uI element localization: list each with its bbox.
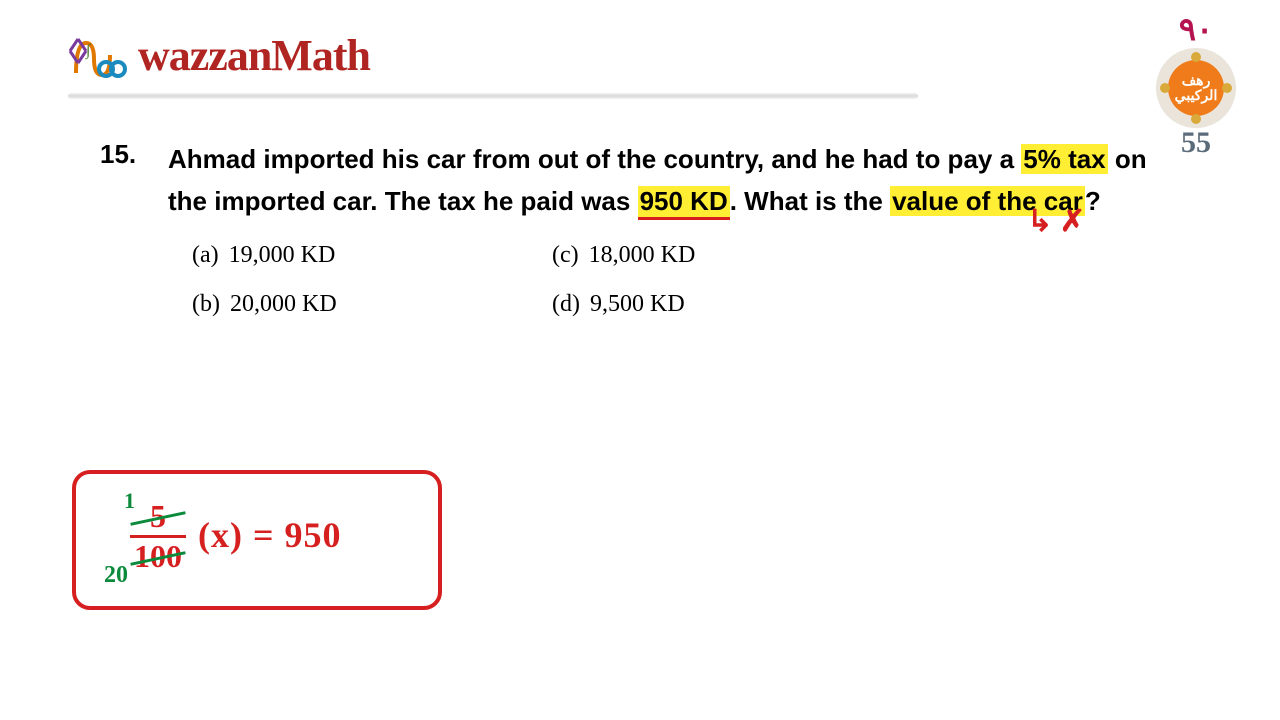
option-d[interactable]: (d) 9,500 KD: [552, 291, 892, 318]
annotation-arrow-x: ↳ ✗: [1027, 204, 1085, 239]
simplified-denominator: 20: [104, 562, 128, 589]
option-b-text: 20,000 KD: [230, 291, 337, 318]
logo-icon: ∫: [68, 31, 128, 81]
fraction-numerator: 5: [130, 498, 186, 538]
option-d-text: 9,500 KD: [590, 291, 685, 318]
option-d-label: (d): [552, 291, 580, 318]
brand-name: wazzanMath: [138, 30, 370, 81]
badge-line1: رهف: [1182, 73, 1211, 88]
highlight-amount: 950 KD: [638, 186, 730, 220]
fraction-denominator: 100: [130, 538, 186, 575]
question-number: 15.: [100, 139, 140, 222]
option-b[interactable]: (b) 20,000 KD: [192, 291, 552, 318]
option-a-text: 19,000 KD: [229, 242, 336, 269]
brand-logo: ∫ wazzanMath: [68, 30, 1280, 81]
fraction: 5 100: [130, 498, 186, 575]
equation-rest: (x) = 950: [198, 514, 342, 556]
answer-options: (a) 19,000 KD (c) 18,000 KD (b) 20,000 K…: [192, 242, 1180, 318]
option-a-label: (a): [192, 242, 219, 269]
badge-top-number: ٩٠: [1136, 10, 1256, 48]
option-c[interactable]: (c) 18,000 KD: [552, 242, 892, 269]
option-c-label: (c): [552, 242, 579, 269]
option-b-label: (b): [192, 291, 220, 318]
q-part4: ?: [1085, 186, 1101, 216]
question-block: 15. Ahmad imported his car from out of t…: [100, 139, 1180, 222]
option-c-text: 18,000 KD: [589, 242, 696, 269]
q-part1: Ahmad imported his car from out of the c…: [168, 144, 1021, 174]
handwritten-work: 1 5 100 20 (x) = 950: [72, 470, 442, 610]
option-a[interactable]: (a) 19,000 KD: [192, 242, 552, 269]
highlight-tax: 5% tax: [1021, 144, 1107, 174]
q-part3: . What is the: [730, 186, 890, 216]
